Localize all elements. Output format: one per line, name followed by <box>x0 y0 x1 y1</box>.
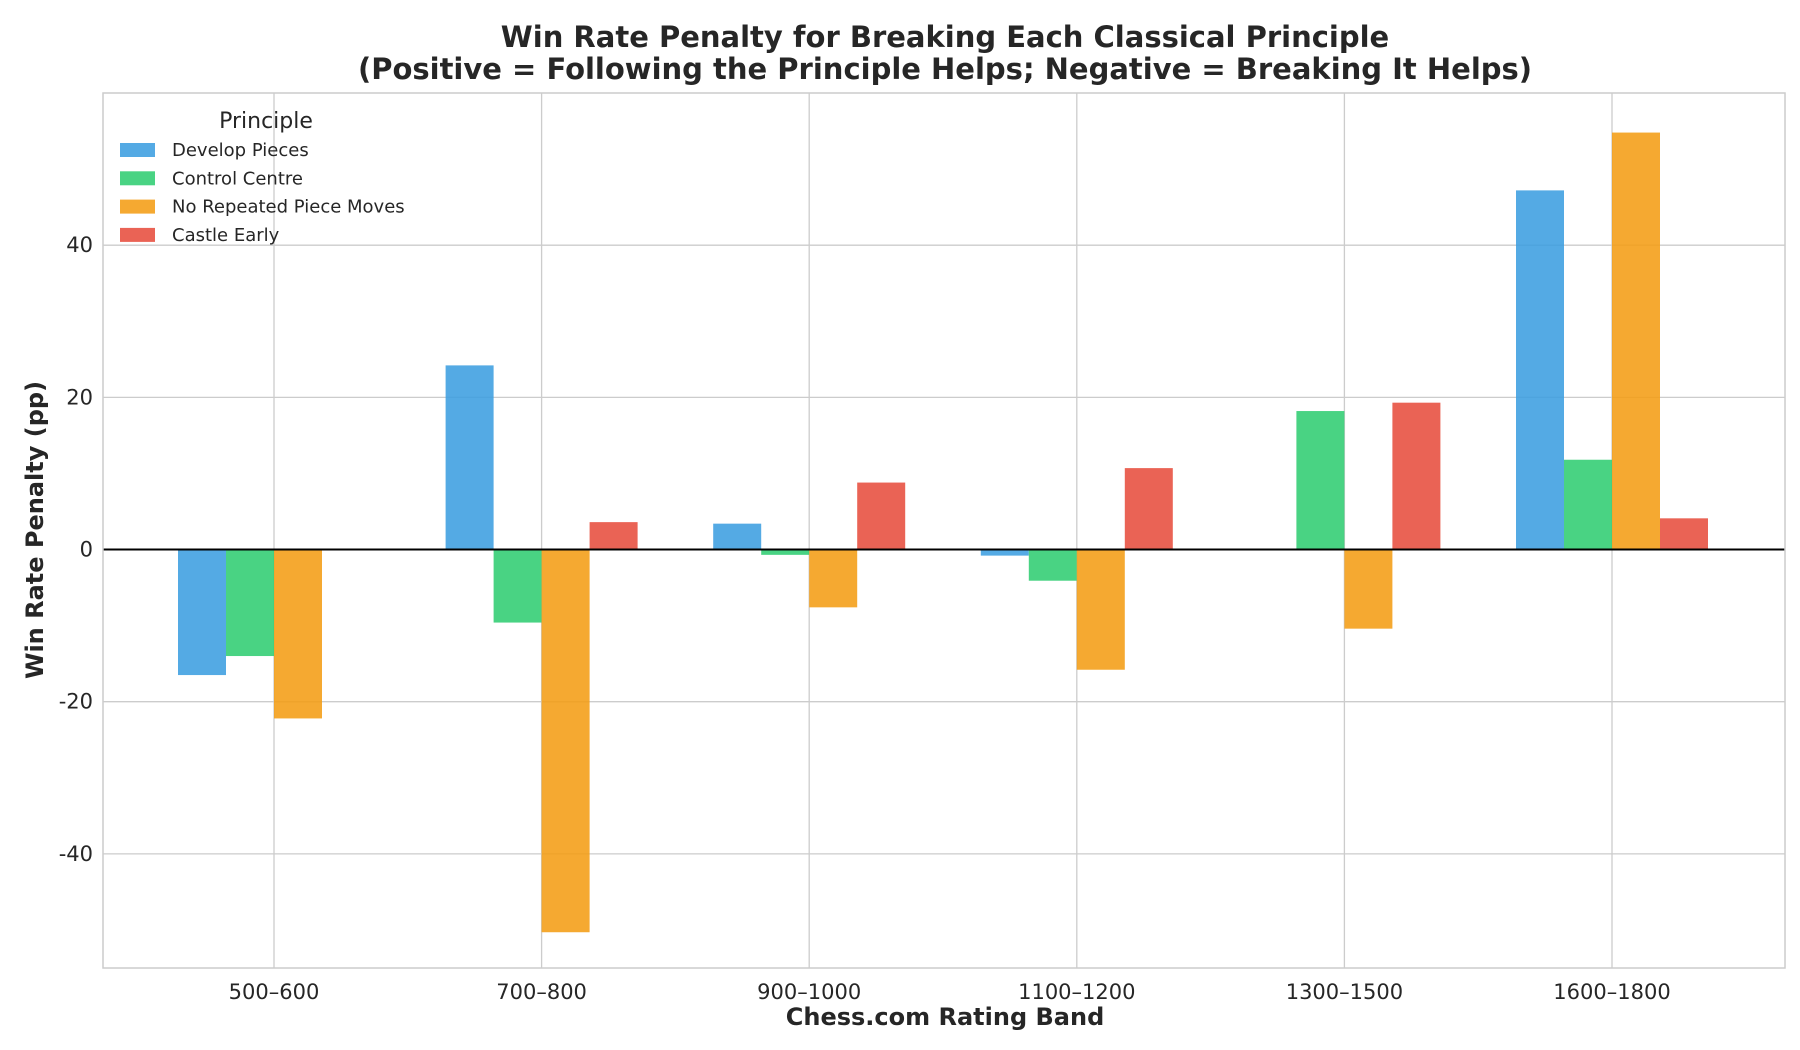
bar <box>589 522 638 550</box>
y-tick-label: 20 <box>66 385 93 409</box>
x-tick-label: 1300–1500 <box>1286 980 1403 1004</box>
legend-entry: Castle Early <box>172 225 280 246</box>
chart-title: Win Rate Penalty for Breaking Each Class… <box>501 20 1389 54</box>
bar <box>1296 411 1345 550</box>
bar <box>493 549 542 623</box>
axes: -40 -20 0 20 40 500–600 700–800 900–1000 1100–12… <box>59 92 1786 1004</box>
y-tick-label: 0 <box>80 538 93 562</box>
bar <box>1124 468 1173 550</box>
legend-entry: No Repeated Piece Moves <box>172 197 405 218</box>
legend-title: Principle <box>219 109 313 134</box>
bar <box>1612 132 1660 550</box>
x-tick-label: 900–1000 <box>757 980 861 1004</box>
legend-swatch <box>120 227 155 242</box>
bar <box>541 549 590 933</box>
bar <box>1344 549 1393 629</box>
legend: Principle Develop Pieces Control Centre No… <box>120 109 405 246</box>
bar <box>1392 402 1441 550</box>
bar <box>1076 549 1125 670</box>
x-tick-label: 1100–1200 <box>1018 980 1135 1004</box>
bar <box>980 549 1029 556</box>
bar <box>1660 518 1708 550</box>
bar <box>857 482 906 550</box>
legend-entry: Develop Pieces <box>172 140 309 161</box>
x-tick-label: 700–800 <box>496 980 587 1004</box>
x-tick-label: 1600–1800 <box>1553 980 1670 1004</box>
bar <box>713 523 762 550</box>
bar <box>445 365 494 550</box>
y-tick-label: -20 <box>59 690 93 714</box>
bar <box>1028 549 1077 581</box>
plot-frame <box>102 92 1786 969</box>
y-tick-label: -40 <box>59 842 93 866</box>
y-tick-label: 40 <box>66 233 93 257</box>
legend-entry: Control Centre <box>172 168 303 189</box>
bars <box>178 132 1708 933</box>
bar <box>1564 459 1612 550</box>
legend-swatch <box>120 143 155 157</box>
legend-swatch <box>120 199 155 214</box>
y-axis-label: Win Rate Penalty (pp) <box>21 381 49 679</box>
bar <box>274 549 322 719</box>
bar <box>178 549 226 676</box>
bar <box>761 549 810 555</box>
x-tick-label: 500–600 <box>229 980 320 1004</box>
bar <box>226 549 274 657</box>
legend-swatch <box>120 171 155 186</box>
x-axis-label: Chess.com Rating Band <box>786 1003 1105 1031</box>
bar <box>809 549 858 608</box>
chart-subtitle: (Positive = Following the Principle Help… <box>358 52 1532 86</box>
bar <box>1516 190 1564 550</box>
